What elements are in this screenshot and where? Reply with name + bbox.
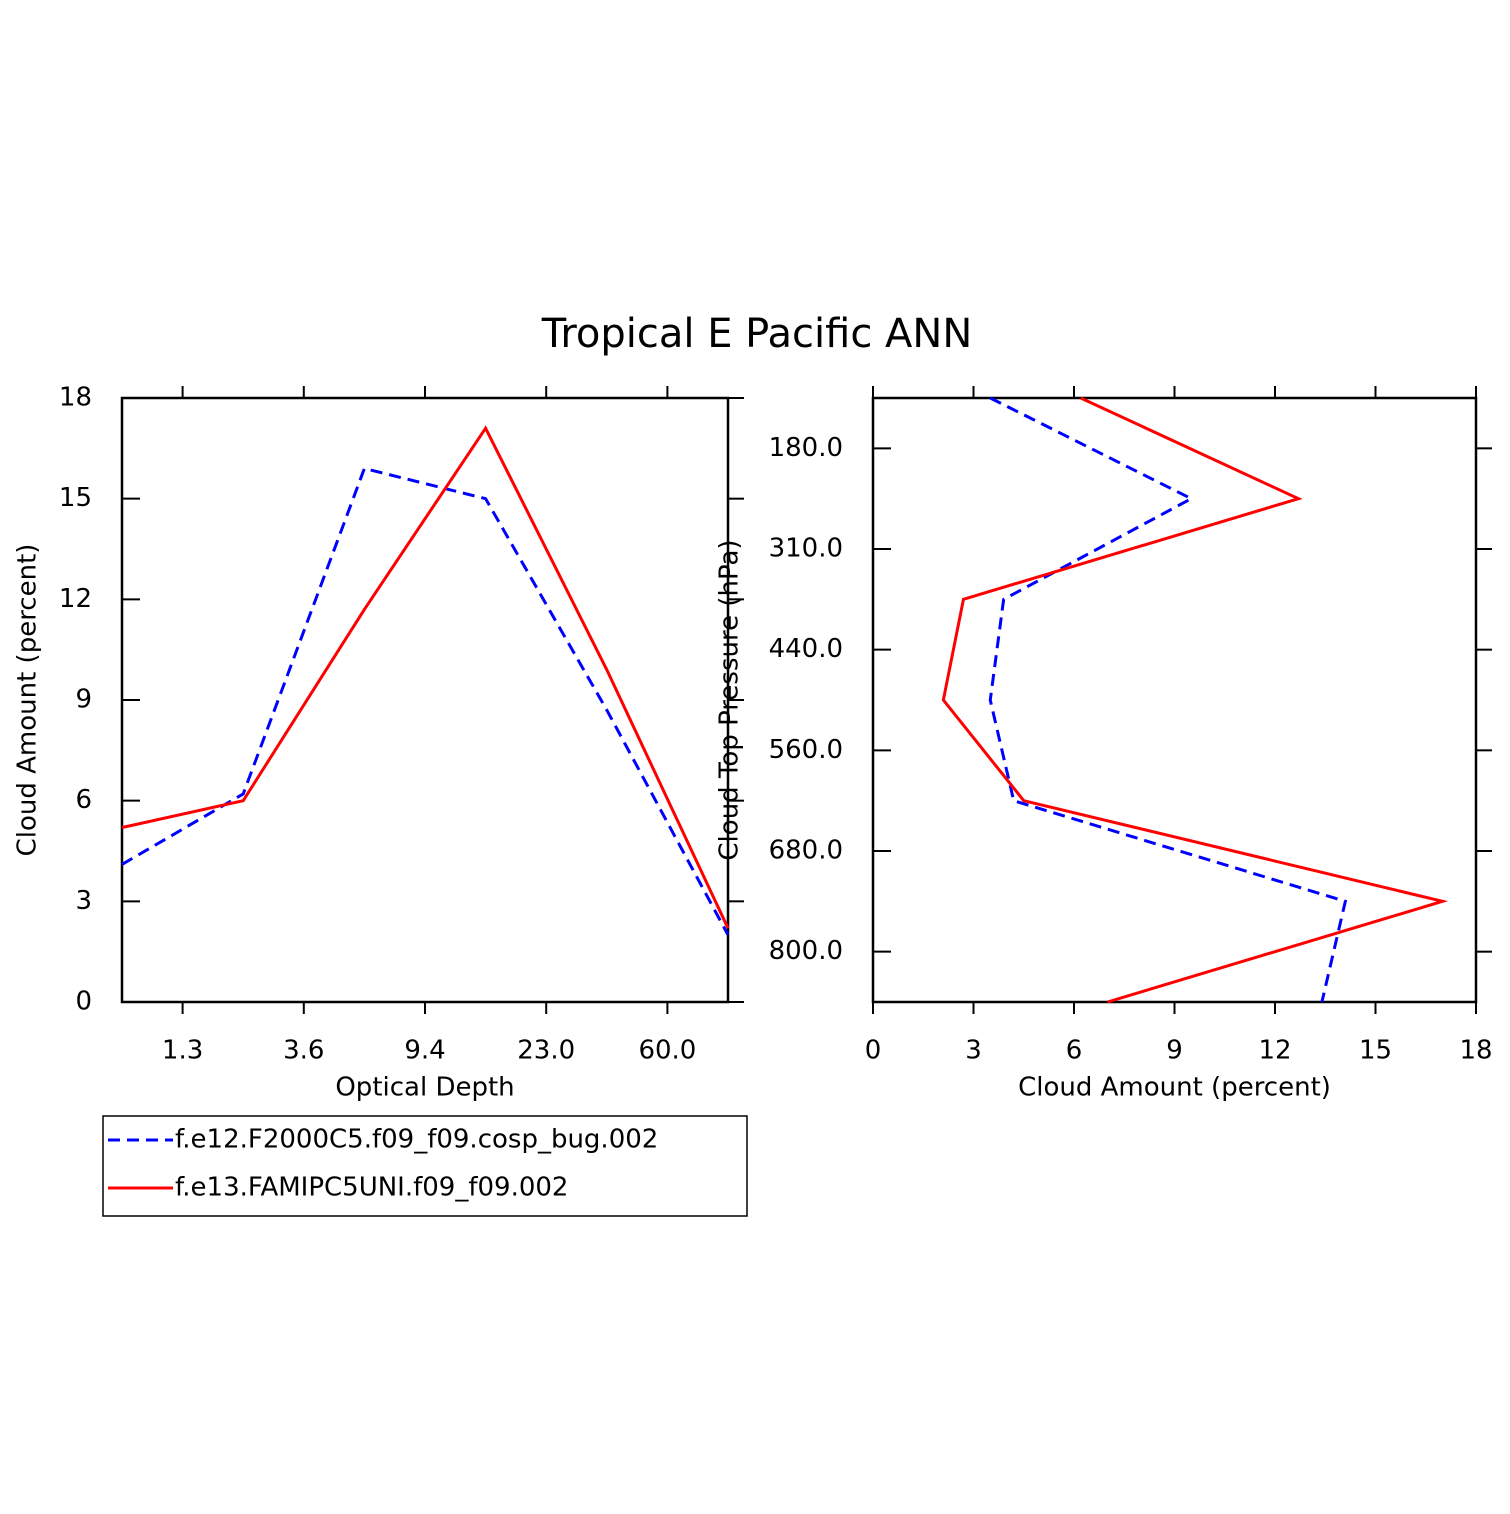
x-tick-label: 3.6: [283, 1036, 324, 1066]
x-tick-label: 23.0: [517, 1036, 575, 1066]
legend-label: f.e13.FAMIPC5UNI.f09_f09.002: [175, 1173, 568, 1203]
series-line: [941, 396, 1449, 1004]
legend-box: [102, 1115, 748, 1217]
x-tick-label: 12: [1258, 1036, 1291, 1066]
plot-frame: [120, 396, 730, 1004]
y-tick-label: 310.0: [769, 534, 843, 564]
y-tick-label: 3: [75, 886, 92, 916]
x-tick-label: 6: [1066, 1036, 1083, 1066]
figure-title: Tropical E Pacific ANN: [541, 311, 972, 357]
x-tick-label: 9.4: [404, 1036, 445, 1066]
y-tick-label: 680.0: [769, 836, 843, 866]
series-line: [988, 396, 1348, 1003]
legend-label: f.e12.F2000C5.f09_f09.cosp_bug.002: [175, 1125, 658, 1155]
y-tick-label: 0: [75, 987, 92, 1017]
y-tick-label: 18: [59, 383, 92, 413]
y-tick-label: 800.0: [769, 936, 843, 966]
series-line: [121, 466, 730, 936]
y-axis-label: Cloud Top Pressure (hPa): [715, 539, 745, 860]
series-line: [121, 425, 730, 929]
plot-frame: [871, 396, 1478, 1004]
y-tick-label: 6: [75, 785, 92, 815]
x-tick-label: 9: [1166, 1036, 1183, 1066]
x-tick-label: 60.0: [638, 1036, 696, 1066]
x-axis-label: Cloud Amount (percent): [1018, 1073, 1331, 1103]
y-tick-label: 12: [59, 584, 92, 614]
y-tick-label: 440.0: [769, 634, 843, 664]
y-axis-label: Cloud Amount (percent): [13, 544, 43, 857]
y-tick-label: 15: [59, 483, 92, 513]
x-tick-label: 3: [965, 1036, 982, 1066]
y-tick-label: 180.0: [769, 433, 843, 463]
x-tick-label: 1.3: [162, 1036, 203, 1066]
x-tick-label: 18: [1459, 1036, 1492, 1066]
x-tick-label: 15: [1359, 1036, 1392, 1066]
y-tick-label: 9: [75, 685, 92, 715]
x-axis-label: Optical Depth: [335, 1073, 514, 1103]
x-tick-label: 0: [865, 1036, 882, 1066]
y-tick-label: 560.0: [769, 735, 843, 765]
